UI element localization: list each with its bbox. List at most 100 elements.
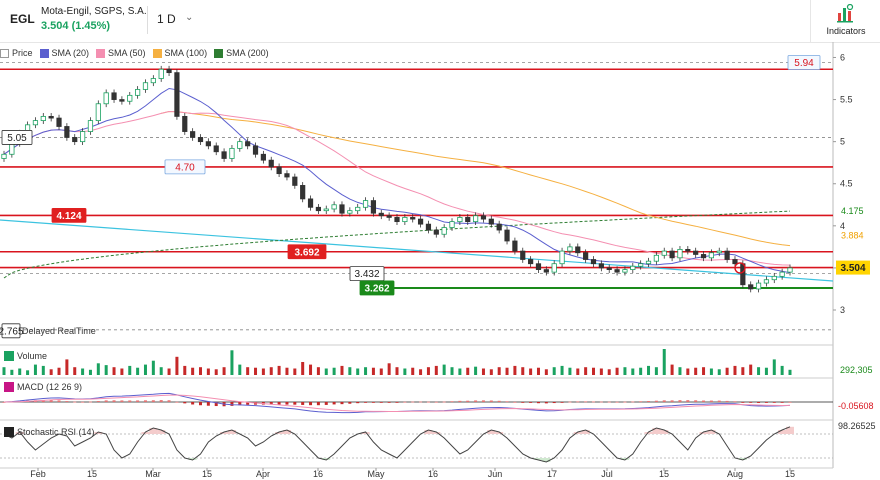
macd-histogram-bar bbox=[647, 401, 651, 402]
macd-histogram-bar bbox=[120, 400, 124, 402]
volume-value: 292,305 bbox=[840, 365, 873, 375]
macd-histogram-bar bbox=[191, 402, 195, 405]
candle bbox=[488, 218, 494, 225]
volume-bar bbox=[780, 365, 784, 375]
candle bbox=[362, 200, 369, 208]
legend-item[interactable]: SMA (100) bbox=[152, 48, 207, 58]
macd-histogram-bar bbox=[560, 402, 564, 403]
candle bbox=[402, 217, 408, 223]
candle bbox=[174, 72, 180, 117]
candle bbox=[213, 145, 219, 153]
macd-swatch bbox=[4, 382, 14, 392]
macd-histogram-bar bbox=[238, 402, 242, 406]
macd-histogram-bar bbox=[151, 400, 155, 402]
candle bbox=[630, 265, 636, 271]
macd-histogram-bar bbox=[324, 402, 328, 405]
stoch-overbought-shade bbox=[432, 432, 441, 434]
macd-histogram-bar bbox=[474, 400, 478, 402]
volume-bar bbox=[639, 367, 643, 375]
macd-histogram-bar bbox=[678, 400, 682, 402]
macd-histogram-bar bbox=[788, 401, 792, 403]
macd-histogram-bar bbox=[513, 401, 517, 403]
candle bbox=[237, 141, 243, 149]
macd-histogram-bar bbox=[639, 401, 643, 403]
candle bbox=[638, 263, 644, 267]
macd-histogram-bar bbox=[489, 400, 493, 402]
macd-histogram-bar bbox=[481, 400, 485, 402]
stoch-panel-label: Stochastic RSI (14) bbox=[4, 427, 95, 437]
y-tick-label: 4 bbox=[840, 221, 845, 231]
macd-histogram-bar bbox=[285, 402, 289, 405]
macd-histogram-bar bbox=[568, 401, 572, 403]
candle bbox=[142, 82, 149, 90]
macd-histogram-bar bbox=[709, 400, 713, 402]
macd-histogram-bar bbox=[576, 401, 580, 403]
legend-item[interactable]: SMA (50) bbox=[96, 48, 146, 58]
x-tick-label: Aug bbox=[727, 469, 743, 479]
stoch-overbought-shade bbox=[699, 432, 708, 434]
candle bbox=[252, 145, 259, 155]
stoch-overbought-shade bbox=[157, 430, 166, 434]
candle bbox=[386, 215, 392, 218]
macd-histogram-bar bbox=[340, 402, 344, 405]
candle bbox=[512, 240, 518, 252]
legend-item[interactable]: Price bbox=[0, 48, 33, 58]
legend-item[interactable]: SMA (20) bbox=[39, 48, 90, 58]
candle bbox=[127, 94, 133, 102]
stoch-overbought-shade bbox=[94, 432, 103, 434]
volume-bar bbox=[733, 365, 737, 375]
volume-panel-label: Volume bbox=[4, 351, 47, 361]
macd-histogram-bar bbox=[128, 400, 132, 402]
candle bbox=[331, 204, 337, 210]
x-tick-label: 17 bbox=[547, 469, 557, 479]
indicators-button[interactable]: Indicators bbox=[812, 0, 880, 42]
toolbar: EGL Mota-Engil, SGPS, S.A. 3.504 (1.45%)… bbox=[0, 0, 880, 43]
volume-bar bbox=[584, 367, 588, 375]
level-label: 5.94 bbox=[794, 58, 814, 69]
macd-panel-label: MACD (12 26 9) bbox=[4, 382, 82, 392]
volume-bar bbox=[33, 364, 37, 375]
volume-bar bbox=[403, 368, 407, 375]
volume-bar bbox=[222, 367, 226, 375]
stoch-oversold-shade bbox=[188, 458, 197, 460]
volume-bar bbox=[65, 359, 69, 375]
legend-item[interactable]: SMA (200) bbox=[214, 48, 269, 58]
volume-bar bbox=[552, 367, 556, 375]
candle bbox=[158, 68, 164, 79]
x-tick-label: 16 bbox=[313, 469, 323, 479]
stoch-oversold-shade bbox=[322, 458, 331, 460]
volume-bar bbox=[309, 364, 313, 375]
sma200-value: 4.175 bbox=[841, 206, 864, 216]
x-tick-label: 15 bbox=[785, 469, 795, 479]
level-label: 4.124 bbox=[56, 211, 81, 222]
candle bbox=[693, 250, 699, 255]
level-label: 5.05 bbox=[7, 133, 27, 144]
y-tick-label: 5.5 bbox=[840, 95, 853, 105]
level-label-box bbox=[1, 130, 33, 145]
volume-bar bbox=[230, 350, 234, 375]
candle bbox=[614, 269, 620, 273]
legend-label: SMA (20) bbox=[51, 48, 90, 58]
stoch-value: 98.26525 bbox=[838, 421, 876, 431]
stoch-label: Stochastic RSI (14) bbox=[17, 427, 95, 437]
price-change: 3.504 (1.45%) bbox=[41, 20, 111, 32]
divider bbox=[810, 0, 811, 42]
candle bbox=[9, 142, 15, 155]
candle bbox=[590, 259, 597, 265]
candle bbox=[205, 141, 211, 147]
volume-bar bbox=[246, 367, 250, 375]
macd-histogram-bar bbox=[702, 400, 706, 402]
candle bbox=[32, 120, 39, 126]
ticker-symbol[interactable]: EGL bbox=[10, 12, 35, 26]
candle bbox=[748, 284, 754, 290]
candle bbox=[292, 176, 298, 186]
legend-label: SMA (50) bbox=[108, 48, 146, 58]
candle bbox=[339, 204, 345, 214]
macd-histogram-bar bbox=[143, 400, 147, 402]
macd-histogram-bar bbox=[88, 401, 92, 403]
macd-signal-line bbox=[3, 394, 791, 412]
volume-bar bbox=[489, 369, 493, 375]
candle bbox=[135, 89, 141, 96]
candle bbox=[166, 68, 172, 74]
